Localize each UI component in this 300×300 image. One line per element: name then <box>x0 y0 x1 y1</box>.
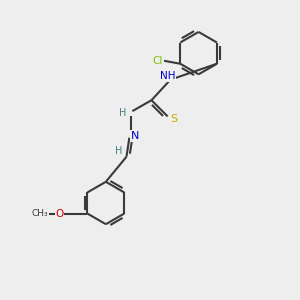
Text: CH₃: CH₃ <box>32 209 48 218</box>
Text: NH: NH <box>160 71 176 81</box>
Text: H: H <box>115 146 122 157</box>
Text: H: H <box>119 109 126 118</box>
Text: S: S <box>171 114 178 124</box>
Text: N: N <box>130 131 139 141</box>
Text: O: O <box>56 208 64 219</box>
Text: Cl: Cl <box>152 56 163 66</box>
